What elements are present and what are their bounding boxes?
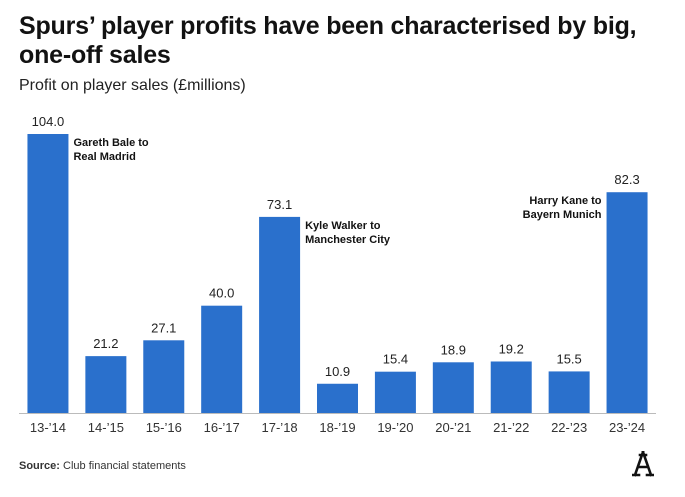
chart-subtitle: Profit on player sales (£millions) [19,77,246,94]
bar-value-label-3: 40.0 [209,286,234,301]
annotation-line: Bayern Munich [523,209,602,221]
x-tick-label-2: 15-’16 [146,420,182,435]
x-tick-label-7: 20-’21 [435,420,471,435]
x-tick-label-3: 16-’17 [204,420,240,435]
annotation-1: Kyle Walker to Manchester City [305,220,391,246]
bar-5 [317,383,358,413]
bar-value-label-7: 18.9 [441,342,466,357]
annotation-line: Manchester City [305,234,391,246]
bar-4 [259,216,301,413]
source-label: Source: [19,460,60,472]
bar-value-label-9: 15.5 [556,351,581,366]
bar-value-label-8: 19.2 [499,341,524,356]
bar-6 [374,371,416,413]
bar-9 [548,371,590,413]
chart-title: Spurs’ player profits have been characte… [19,12,637,69]
annotation-2: Harry Kane to Bayern Munich [523,195,602,221]
source-note: Source: Club financial statements [19,460,186,472]
bar-value-label-10: 82.3 [614,172,639,187]
x-tick-label-8: 21-’22 [493,420,529,435]
bar-1 [85,356,127,413]
annotation-line: Kyle Walker to [305,220,381,232]
annotation-line: Gareth Bale to [73,137,148,149]
bar-value-label-6: 15.4 [383,352,408,367]
bar-8 [490,361,532,413]
athletic-logo-icon [632,451,654,477]
bar-value-label-5: 10.9 [325,364,350,379]
bar-value-label-1: 21.2 [93,336,118,351]
bar-value-label-4: 73.1 [267,197,292,212]
bar-value-label-2: 27.1 [151,320,176,335]
source-text: Club financial statements [63,460,186,472]
bar-10 [606,192,648,413]
bar-3 [201,305,243,413]
annotation-line: Real Madrid [73,151,135,163]
x-tick-label-0: 13-’14 [30,420,66,435]
x-tick-label-4: 17-’18 [262,420,298,435]
x-tick-label-6: 19-’20 [377,420,413,435]
bar-7 [432,362,474,413]
annotation-line: Harry Kane to [529,195,601,207]
annotation-0: Gareth Bale to Real Madrid [73,137,148,163]
x-tick-label-9: 22-’23 [551,420,587,435]
bar-0 [27,134,69,413]
x-tick-label-1: 14-’15 [88,420,124,435]
bar-value-label-0: 104.0 [32,114,65,129]
x-tick-label-5: 18-’19 [319,420,355,435]
x-tick-label-10: 23-’24 [609,420,645,435]
bar-2 [143,340,185,413]
